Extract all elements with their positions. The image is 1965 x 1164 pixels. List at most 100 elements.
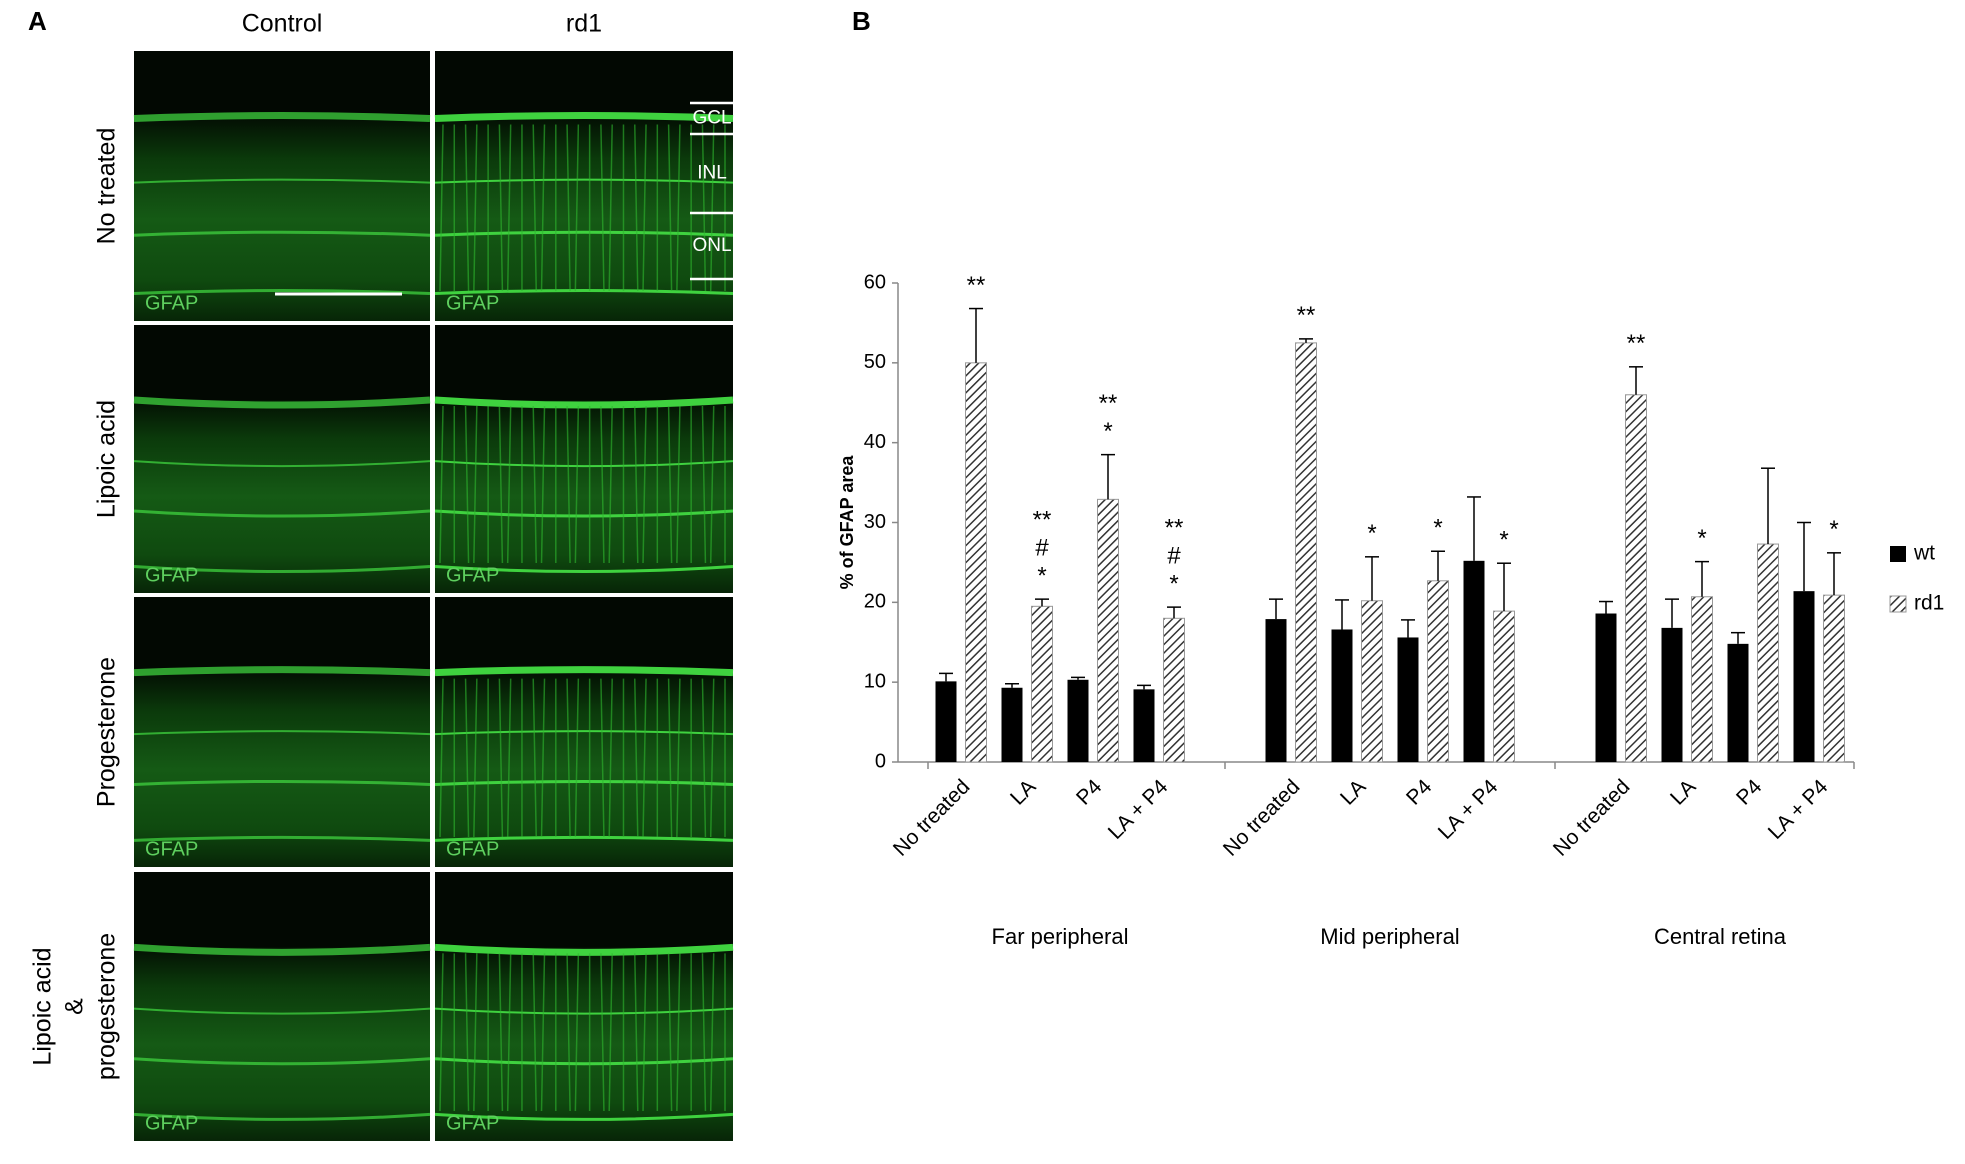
bar <box>1001 687 1023 762</box>
glial-fiber <box>540 953 546 1112</box>
glial-fiber <box>701 124 707 292</box>
glial-fiber <box>498 678 504 838</box>
significance-mark: * <box>1037 562 1046 589</box>
tissue <box>435 947 733 1141</box>
tissue-layer <box>133 396 431 409</box>
y-tick-label: 60 <box>864 271 886 293</box>
bar <box>1691 596 1713 763</box>
tissue-layer <box>133 1112 431 1121</box>
tissue-layer <box>133 1007 431 1015</box>
glial-fiber <box>642 953 647 1112</box>
tissue-layer <box>133 289 431 296</box>
glial-fiber <box>608 124 613 292</box>
y-tick-label: 50 <box>864 351 886 373</box>
tissue-layer <box>133 943 431 956</box>
glial-fiber <box>506 678 512 838</box>
glial-fiber <box>608 406 613 564</box>
glial-fiber <box>473 406 478 564</box>
bar <box>965 362 987 763</box>
glial-fiber <box>574 124 580 292</box>
row-label: No treated <box>93 128 121 245</box>
glial-fiber <box>600 406 605 564</box>
glial-fiber <box>506 406 512 564</box>
glial-fiber <box>566 124 571 292</box>
glial-fiber <box>566 678 571 838</box>
layer-label: INL <box>697 163 727 184</box>
group-label: Far peripheral <box>992 924 1129 949</box>
glial-fiber <box>498 406 504 564</box>
x-tick-label: P4 <box>1072 775 1107 810</box>
panel-label: B <box>852 6 871 36</box>
glial-fiber <box>566 406 571 564</box>
stain-label: GFAP <box>145 838 198 860</box>
tissue-layer <box>133 509 431 518</box>
tissue-layer <box>133 230 431 237</box>
tissue-layer <box>434 230 734 237</box>
stain-label: GFAP <box>145 1112 198 1134</box>
tissue-layer <box>133 730 431 736</box>
glial-fiber <box>473 953 478 1112</box>
tissue-layer <box>434 666 734 677</box>
y-tick-label: 10 <box>864 670 886 692</box>
glial-fiber <box>667 124 673 292</box>
tissue-layer <box>434 1057 734 1066</box>
glial-fiber <box>642 124 647 292</box>
glial-fiber <box>540 406 546 564</box>
glial-fiber <box>709 406 715 564</box>
row-label: & <box>61 998 89 1015</box>
column-label: Control <box>242 10 323 38</box>
bar <box>1625 394 1647 763</box>
stain-label: GFAP <box>446 1112 499 1134</box>
bar <box>1295 342 1317 763</box>
tissue <box>134 947 430 1141</box>
glial-fiber <box>498 953 504 1112</box>
row-label: Lipoic acid <box>93 400 121 518</box>
glial-fiber <box>709 953 715 1112</box>
bar <box>1097 498 1119 763</box>
column-label: rd1 <box>566 10 602 38</box>
tissue <box>435 672 733 867</box>
x-tick-label: No treated <box>1219 775 1305 861</box>
bar <box>1265 619 1287 762</box>
glial-fiber <box>439 678 444 838</box>
glial-fiber <box>506 953 512 1112</box>
tissue-layer <box>434 730 734 736</box>
bar <box>1427 580 1449 763</box>
x-tick-label: No treated <box>889 775 975 861</box>
panel-label: A <box>28 6 47 36</box>
glial-fiber <box>540 124 546 292</box>
glial-fiber <box>676 124 681 292</box>
significance-mark: * <box>1829 516 1838 543</box>
tissue-layer <box>133 1057 431 1066</box>
significance-mark: * <box>1169 570 1178 597</box>
glial-fiber <box>574 678 580 838</box>
y-tick-label: 30 <box>864 511 886 533</box>
glial-fiber <box>709 678 715 838</box>
glial-fiber <box>464 678 470 838</box>
row-label: Progesterone <box>93 657 121 807</box>
glial-fiber <box>532 406 537 564</box>
significance-mark: ** <box>967 272 986 299</box>
significance-mark: * <box>1103 418 1112 445</box>
glial-fiber <box>540 678 546 838</box>
glial-fiber <box>709 124 715 292</box>
y-tick-label: 20 <box>864 591 886 613</box>
significance-mark: ** <box>1297 302 1316 329</box>
group-label: Central retina <box>1654 924 1787 949</box>
bar <box>1163 617 1185 763</box>
glial-fiber <box>701 678 707 838</box>
glial-fiber <box>600 678 605 838</box>
bar <box>1661 627 1683 762</box>
bar <box>1793 591 1815 762</box>
legend-label: rd1 <box>1914 592 1944 615</box>
glial-fiber <box>642 678 647 838</box>
glial-fiber <box>506 124 512 292</box>
significance-mark: * <box>1433 515 1442 542</box>
tissue-layer <box>133 565 431 574</box>
glial-fiber <box>464 953 470 1112</box>
bar <box>1361 600 1383 763</box>
glial-fiber <box>667 678 673 838</box>
tissue-layer <box>434 1112 734 1121</box>
glial-fiber <box>676 678 681 838</box>
